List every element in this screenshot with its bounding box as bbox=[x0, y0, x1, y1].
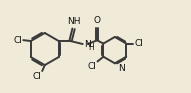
Text: NH: NH bbox=[67, 17, 81, 26]
Text: Cl: Cl bbox=[134, 39, 143, 48]
Text: H: H bbox=[88, 43, 94, 52]
Text: Cl: Cl bbox=[87, 62, 96, 71]
Text: Cl: Cl bbox=[13, 36, 22, 45]
Text: Cl: Cl bbox=[32, 72, 41, 81]
Text: N: N bbox=[84, 40, 91, 49]
Text: N: N bbox=[118, 64, 125, 73]
Text: O: O bbox=[94, 16, 101, 25]
